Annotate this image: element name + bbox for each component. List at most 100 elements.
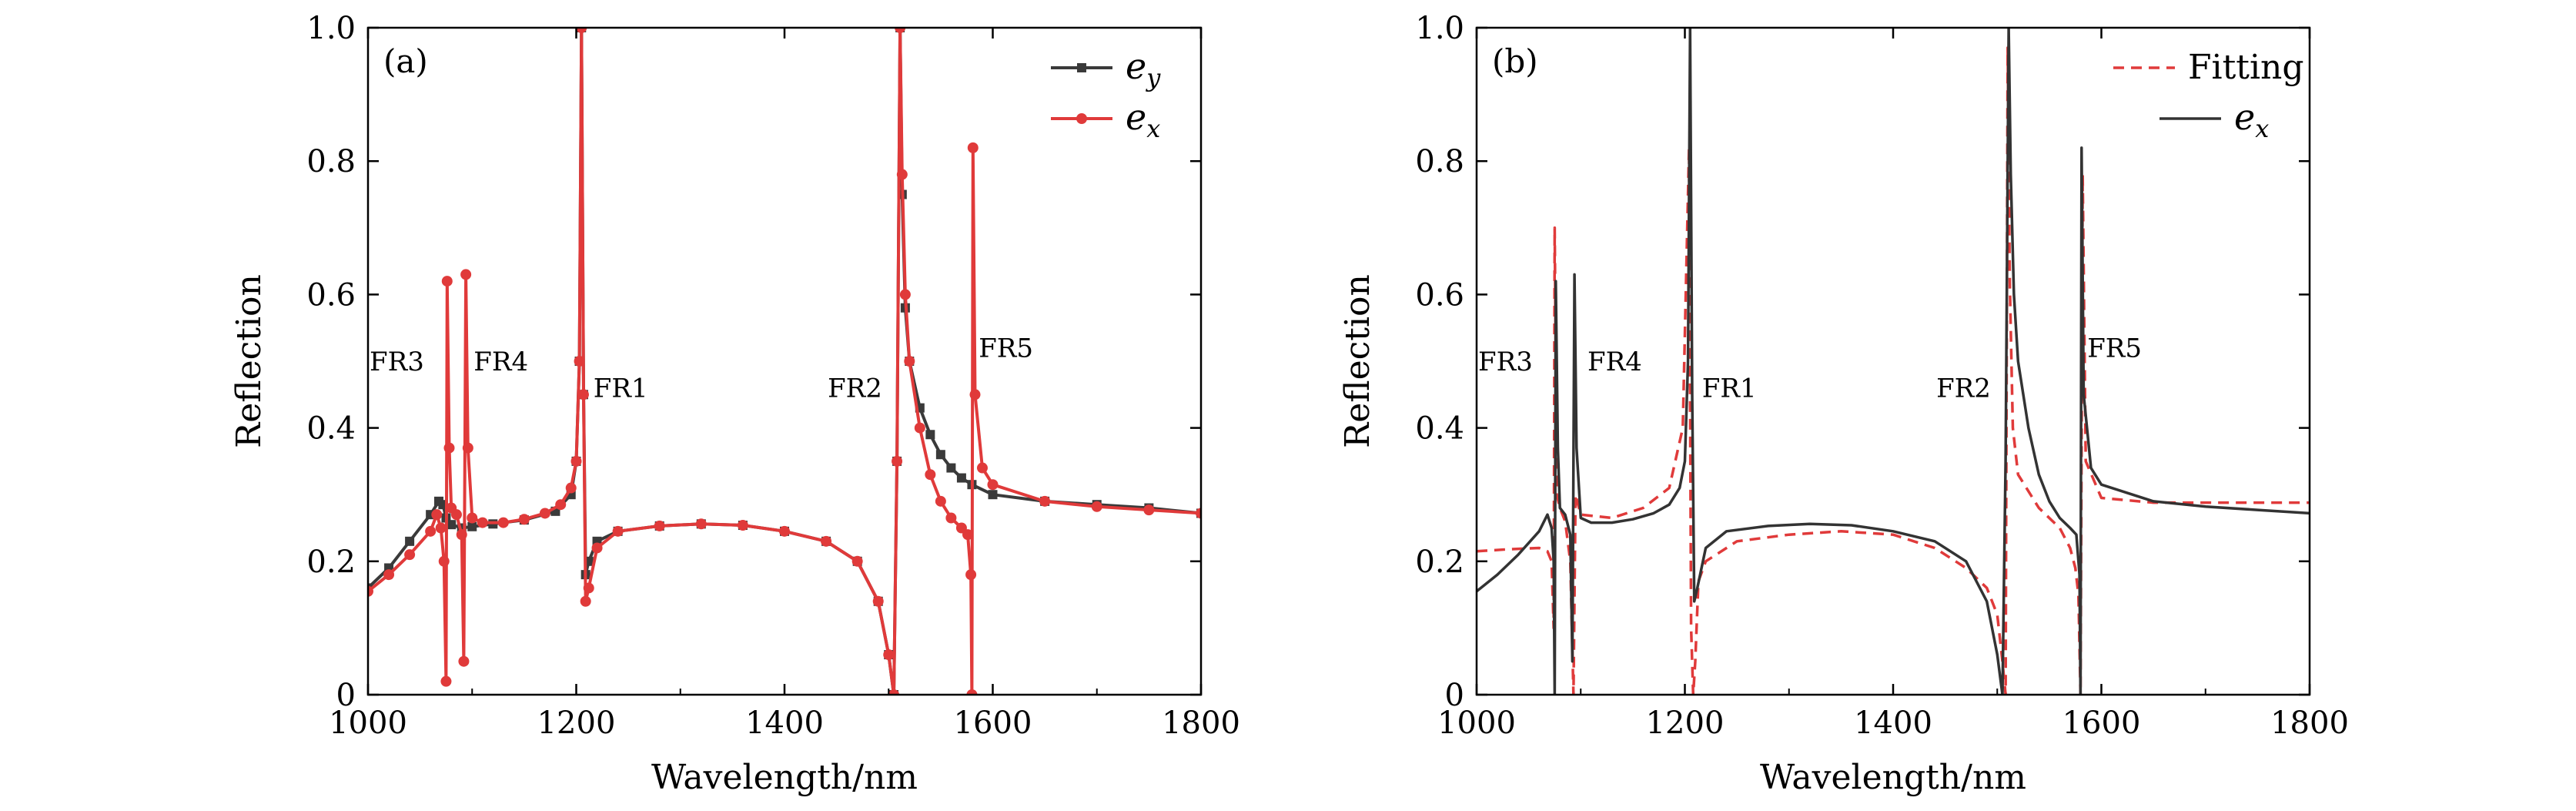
panel-b-annotation-fr3: FR3 bbox=[1478, 347, 1533, 377]
panel-a-point-ex bbox=[435, 522, 447, 534]
panel-a-point-ex bbox=[565, 482, 577, 494]
panel-a-xtick-label: 1200 bbox=[537, 705, 616, 741]
panel-a-ytick-label: 0.4 bbox=[306, 411, 356, 447]
panel-a-legend-ey-main: e bbox=[1126, 45, 1146, 87]
panel-a-xlabel: Wavelength/nm bbox=[651, 758, 918, 797]
panel-a-point-ex bbox=[967, 142, 979, 153]
panel-a-label: (a) bbox=[383, 42, 428, 80]
panel-a-point-ex bbox=[458, 655, 470, 667]
panel-a-point-ex bbox=[962, 529, 974, 541]
panel-a-point-ex bbox=[577, 389, 589, 400]
panel-a-point-ex bbox=[892, 455, 903, 467]
panel-a-point-ex bbox=[555, 499, 567, 511]
panel-a-legend-ex-sub: x bbox=[1146, 114, 1160, 143]
panel-a-point-ex bbox=[431, 509, 443, 521]
panel-a-xtick-label: 1400 bbox=[745, 705, 824, 741]
panel-a-legend-text-ex: ex bbox=[1126, 96, 1160, 143]
panel-a-point-ex bbox=[460, 269, 472, 280]
panel-a: 1000 1200 1400 1600 1800 0 0.2 0.4 0.6 0.8 1.0 (a)… bbox=[229, 11, 1240, 797]
panel-a-point-ex bbox=[969, 389, 981, 400]
panel-a-point-ex bbox=[695, 518, 707, 530]
panel-a-point-ex bbox=[576, 28, 587, 33]
panel-b-legend-fitting-main: Fitting bbox=[2188, 48, 2304, 87]
panel-b-annotations: FR3 FR4 FR1 FR2 FR5 bbox=[1478, 333, 2142, 404]
panel-a-point-ex bbox=[899, 289, 911, 300]
panel-b-ticks: 1000 1200 1400 1600 1800 0 0.2 0.4 0.6 0.8 1.0 bbox=[1415, 11, 2349, 741]
panel-a-legend-ey-sub: y bbox=[1145, 63, 1161, 92]
panel-a-point-ex bbox=[1143, 504, 1155, 516]
panel-a-point-ex bbox=[851, 555, 863, 567]
panel-a-point-ex bbox=[450, 509, 462, 521]
panel-a-series bbox=[368, 28, 1201, 695]
panel-a-point-ex bbox=[914, 422, 925, 434]
panel-a-point-ex bbox=[965, 569, 977, 581]
panel-a-xtick-label: 1000 bbox=[329, 705, 407, 741]
panel-a-point-ex bbox=[539, 508, 550, 519]
panel-a-point-ex bbox=[1091, 501, 1102, 512]
panel-a-annotation-fr2: FR2 bbox=[828, 374, 882, 404]
panel-a-point-ex bbox=[612, 525, 624, 537]
panel-b-annotation-fr2: FR2 bbox=[1936, 374, 1991, 404]
panel-a-annotations: FR3 FR4 FR1 FR2 FR5 bbox=[370, 333, 1033, 404]
panel-a-point-ex bbox=[497, 517, 509, 528]
panel-a-point-ex bbox=[438, 555, 450, 567]
panel-b: 1000 1200 1400 1600 1800 0 0.2 0.4 0.6 0.8 1.0 (b)… bbox=[1338, 11, 2349, 797]
panel-a-point-ex bbox=[821, 535, 832, 547]
panel-b-xtick-label: 1200 bbox=[1646, 705, 1725, 741]
panel-a-ytick-label: 0 bbox=[336, 678, 356, 713]
panel-a-xtick-label: 1600 bbox=[954, 705, 1032, 741]
panel-a-point-ex bbox=[441, 276, 453, 287]
panel-a-point-ex bbox=[440, 675, 452, 687]
panel-b-series-ex-line bbox=[1477, 28, 2310, 695]
panel-b-annotation-fr5: FR5 bbox=[2087, 333, 2142, 364]
panel-a-annotation-fr3: FR3 bbox=[370, 347, 424, 377]
panel-b-label: (b) bbox=[1492, 42, 1538, 80]
panel-a-point-ex bbox=[404, 549, 416, 561]
panel-b-ytick-label: 0.6 bbox=[1415, 277, 1464, 313]
panel-a-ylabel: Reflection bbox=[229, 274, 269, 448]
panel-b-legend-item-ex: ex bbox=[2159, 96, 2269, 143]
panel-a-point-ex bbox=[888, 689, 900, 695]
panel-a-ticks: 1000 1200 1400 1600 1800 0 0.2 0.4 0.6 0.8 1.0 bbox=[306, 11, 1240, 741]
panel-a-point-ey bbox=[447, 520, 457, 530]
panel-a-point-ex bbox=[570, 455, 582, 467]
panel-a-point-ey bbox=[946, 463, 956, 473]
panel-a-point-ey bbox=[467, 521, 477, 531]
panel-a-point-ex bbox=[966, 689, 978, 695]
panel-a-point-ex bbox=[583, 582, 594, 594]
panel-a-point-ey bbox=[935, 450, 945, 460]
panel-b-ylabel: Reflection bbox=[1338, 274, 1377, 448]
panel-a-point-ex bbox=[883, 649, 895, 661]
panel-a-point-ey bbox=[925, 430, 935, 440]
panel-a-point-ex bbox=[591, 542, 603, 554]
panel-a-point-ex bbox=[779, 525, 790, 537]
panel-b-annotation-fr1: FR1 bbox=[1702, 374, 1757, 404]
panel-a-point-ex bbox=[896, 169, 908, 180]
panel-b-xtick-label: 1600 bbox=[2062, 705, 2141, 741]
panel-a-point-ex bbox=[925, 469, 936, 481]
panel-a-legend-item-ey: ey bbox=[1051, 45, 1161, 92]
panel-a-ytick-label: 0.6 bbox=[306, 277, 356, 313]
panel-a-point-ey bbox=[988, 490, 998, 500]
panel-a-ytick-label: 1.0 bbox=[306, 11, 356, 46]
panel-b-series bbox=[1477, 28, 2310, 695]
panel-b-series-fitting-line bbox=[1477, 46, 2310, 695]
panel-a-legend-item-ex: ex bbox=[1051, 96, 1160, 143]
panel-a-point-ex bbox=[368, 585, 373, 597]
panel-b-ytick-label: 0.2 bbox=[1415, 545, 1464, 580]
panel-b-legend: Fitting ex bbox=[2113, 48, 2304, 143]
panel-b-annotation-fr4: FR4 bbox=[1587, 347, 1642, 377]
panel-a-point-ex bbox=[456, 529, 467, 541]
panel-a-legend-marker-ex bbox=[1076, 113, 1087, 124]
panel-a-point-ex bbox=[945, 512, 957, 524]
panel-a-annotation-fr5: FR5 bbox=[979, 333, 1033, 364]
panel-a-ytick-label: 0.8 bbox=[306, 144, 356, 179]
panel-a-point-ex bbox=[904, 356, 915, 367]
panel-b-ytick-label: 0.8 bbox=[1415, 144, 1464, 179]
panel-a-point-ex bbox=[872, 595, 884, 607]
panel-b-xtick-label: 1800 bbox=[2270, 705, 2349, 741]
panel-a-point-ex bbox=[518, 514, 530, 525]
panel-a-point-ex bbox=[1196, 508, 1201, 519]
panel-b-legend-ex-main: e bbox=[2234, 96, 2255, 138]
